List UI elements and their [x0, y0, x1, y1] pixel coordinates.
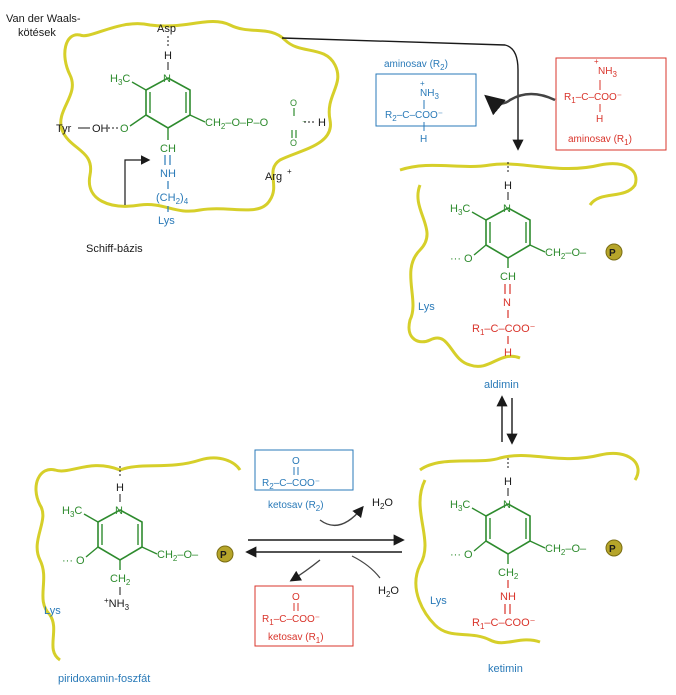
- phosphate-o-bottom: O: [290, 138, 297, 148]
- svg-text:NH3: NH3: [420, 88, 439, 101]
- schiff-base-label: Schiff-bázis: [86, 243, 143, 255]
- arg-h: H: [318, 117, 326, 129]
- svg-text:H3C: H3C: [62, 505, 82, 519]
- enzyme-outline-aldimin: [399, 162, 638, 368]
- phosphate-icon: [605, 243, 623, 261]
- arrow-to-aldimin: [281, 37, 524, 151]
- ketosav-r2-box: O R2–C–COO⁻ ketosav (R2): [254, 449, 354, 513]
- ring-o-1: O: [120, 123, 129, 135]
- svg-text:P: P: [609, 544, 616, 555]
- active-site-panel: Van der Waals- kötések Asp H N H3C O Tyr…: [6, 13, 340, 255]
- svg-text:O: O: [292, 456, 300, 467]
- ketosav-r1-box: O R1–C–COO⁻ ketosav (R1): [254, 585, 354, 647]
- svg-text:CH2–O–: CH2–O–: [157, 549, 199, 563]
- svg-text:+: +: [420, 79, 425, 88]
- svg-text:H: H: [596, 114, 603, 125]
- svg-text:P: P: [609, 248, 616, 259]
- lys-label-1: Lys: [158, 215, 175, 227]
- phosphate-icon: [216, 545, 234, 563]
- enzyme-outline-piridoxamin: [34, 456, 242, 662]
- svg-text:CH2–O–: CH2–O–: [545, 543, 587, 557]
- tyr-label: Tyr: [56, 123, 72, 135]
- svg-text:R1–C–COO⁻: R1–C–COO⁻: [472, 323, 536, 337]
- svg-text:P: P: [220, 550, 227, 561]
- svg-text:H: H: [504, 476, 512, 488]
- svg-text:H: H: [504, 180, 512, 192]
- ring-n-1: N: [163, 73, 171, 85]
- svg-text:Lys: Lys: [430, 595, 447, 607]
- ketimin-label: ketimin: [488, 663, 523, 675]
- enzyme-outline-active-site: [59, 20, 340, 213]
- svg-text:··· O: ··· O: [450, 253, 473, 265]
- svg-text:NH3: NH3: [598, 66, 617, 79]
- h3c-label-1: H3C: [110, 73, 130, 87]
- svg-text:R2–C–COO⁻: R2–C–COO⁻: [262, 478, 320, 491]
- schiff-nh-1: NH: [160, 168, 176, 180]
- tyr-oh: OH: [92, 123, 109, 135]
- lys-chain-ch2: (CH2)4: [156, 192, 189, 206]
- piridoxamin-panel: H N H3C ··· O CH2–O– P CH2 +NH3 Lys piri…: [34, 456, 242, 685]
- water-release-arrow: [319, 505, 364, 527]
- arg-label: Arg: [265, 171, 282, 183]
- ketosav-r2-caption: ketosav (R2): [268, 500, 324, 513]
- svg-text:N: N: [503, 499, 511, 511]
- svg-text:NH: NH: [500, 591, 516, 603]
- svg-text:CH: CH: [500, 271, 516, 283]
- svg-text:+NH3: +NH3: [104, 596, 130, 612]
- ketoacid-release-arrow: [289, 559, 321, 582]
- svg-text:+: +: [287, 167, 292, 176]
- aminosav-r1-caption: aminosav (R1): [568, 134, 632, 147]
- aminosav-r1-box: + NH3 R1–C–COO⁻ H aminosav (R1): [555, 57, 667, 151]
- ketosav-r1-caption: ketosav (R1): [268, 632, 324, 645]
- svg-text:CH2–O–: CH2–O–: [545, 247, 587, 261]
- schiff-pointer-arrow: [124, 155, 151, 205]
- svg-text:R1–C–COO⁻: R1–C–COO⁻: [472, 617, 536, 631]
- svg-text:H: H: [504, 347, 512, 359]
- schiff-ch-1: CH: [160, 143, 176, 155]
- svg-text:R2–C–COO⁻: R2–C–COO⁻: [385, 110, 443, 123]
- svg-text:H: H: [116, 482, 124, 494]
- ch2-o-p-label: CH2–O–P–O: [205, 117, 269, 131]
- aldimin-label: aldimin: [484, 379, 519, 391]
- van-der-waals-label-1: Van der Waals-: [6, 13, 81, 25]
- svg-text:⁻: ⁻: [302, 118, 307, 128]
- svg-text:H3C: H3C: [450, 203, 470, 217]
- svg-text:R1–C–COO⁻: R1–C–COO⁻: [262, 614, 320, 627]
- svg-text:Lys: Lys: [418, 301, 435, 313]
- svg-text:O: O: [292, 592, 300, 603]
- aminosav-r2-box: aminosav (R2) NH3 + R2–C–COO⁻ H: [375, 59, 477, 145]
- phosphate-o-top: O: [290, 98, 297, 108]
- van-der-waals-label-2: kötések: [18, 27, 56, 39]
- svg-text:N: N: [503, 297, 511, 309]
- asp-h: H: [164, 50, 172, 62]
- svg-text:··· O: ··· O: [62, 555, 85, 567]
- amino-exchange-arrow: [484, 92, 556, 116]
- water-uptake-arrow: [351, 555, 381, 579]
- ketimin-panel: H N H3C ··· O CH2–O– P CH2 NH R1–C–COO⁻ …: [414, 452, 640, 675]
- svg-text:CH2: CH2: [110, 573, 131, 587]
- svg-text:H: H: [420, 134, 427, 145]
- svg-text:··· O: ··· O: [450, 549, 473, 561]
- h2o-bottom: H2O: [378, 585, 399, 599]
- svg-text:CH2: CH2: [498, 567, 519, 581]
- piridoxamin-label: piridoxamin-foszfát: [58, 673, 150, 685]
- asp-label: Asp: [157, 23, 176, 35]
- svg-text:N: N: [503, 203, 511, 215]
- h2o-top: H2O: [372, 497, 393, 511]
- svg-text:R1–C–COO⁻: R1–C–COO⁻: [564, 92, 622, 105]
- aminosav-r2-caption: aminosav (R2): [384, 59, 448, 72]
- svg-text:+: +: [594, 57, 599, 66]
- svg-text:N: N: [115, 505, 123, 517]
- svg-text:Lys: Lys: [44, 605, 61, 617]
- enzyme-outline-ketimin: [414, 452, 640, 645]
- phosphate-icon: [605, 539, 623, 557]
- svg-text:H3C: H3C: [450, 499, 470, 513]
- pyridine-ring-1: [145, 77, 191, 129]
- aldimin-panel: H N H3C ··· O CH2–O– P CH N R1–C–COO⁻ H …: [399, 162, 638, 391]
